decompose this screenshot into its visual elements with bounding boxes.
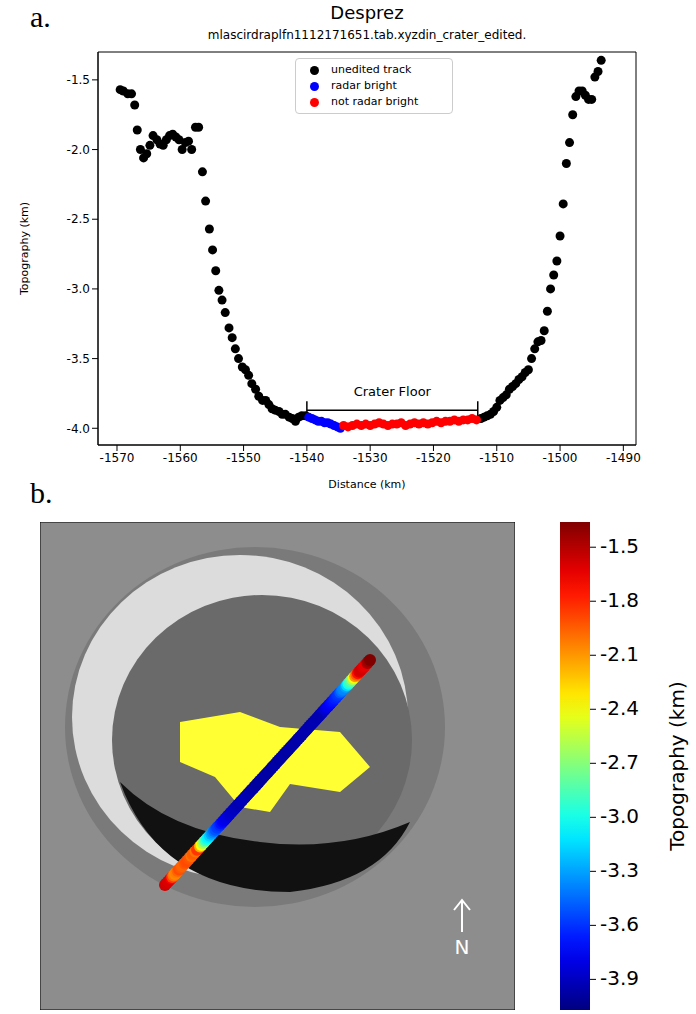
html-text:Desprez: Desprez — [330, 2, 404, 23]
html-text:radar bright: radar bright — [331, 79, 397, 92]
svg-text:Distance (km): Distance (km) — [328, 478, 405, 491]
svg-text:-2.0: -2.0 — [67, 143, 90, 157]
svg-text:-3.3: -3.3 — [600, 858, 639, 882]
svg-text:Crater Floor: Crater Floor — [354, 384, 432, 399]
svg-text:-3.0: -3.0 — [600, 804, 639, 828]
svg-text:-1.5: -1.5 — [67, 73, 90, 87]
svg-text:Topography (km): Topography (km) — [665, 681, 689, 851]
svg-text:-3.9: -3.9 — [600, 966, 639, 990]
svg-text:N: N — [455, 935, 470, 959]
svg-text:-3.0: -3.0 — [67, 282, 90, 296]
svg-text:-1530: -1530 — [353, 451, 388, 465]
svg-text:Topography (km): Topography (km) — [18, 202, 31, 296]
svg-text:-3.5: -3.5 — [67, 352, 90, 366]
svg-text:-1500: -1500 — [543, 451, 578, 465]
svg-text:-1570: -1570 — [100, 451, 135, 465]
svg-text:-2.7: -2.7 — [600, 750, 639, 774]
svg-text:-2.4: -2.4 — [600, 696, 639, 720]
svg-text:-2.5: -2.5 — [67, 212, 90, 226]
html-text:a.: a. — [30, 0, 51, 33]
svg-text:-4.0: -4.0 — [67, 422, 90, 436]
svg-text:-1560: -1560 — [163, 451, 198, 465]
html-text:unedited track: unedited track — [331, 63, 412, 76]
svg-text:-1540: -1540 — [289, 451, 324, 465]
html-text:mlascirdraplfn1112171651.tab.x: mlascirdraplfn1112171651.tab.xyzdin_crat… — [207, 28, 527, 42]
html-text:not radar bright: not radar bright — [331, 95, 419, 108]
svg-text:-1550: -1550 — [226, 451, 261, 465]
svg-text:-1510: -1510 — [479, 451, 514, 465]
svg-text:-3.6: -3.6 — [600, 912, 639, 936]
svg-text:-1490: -1490 — [606, 451, 641, 465]
html-text:b.: b. — [30, 476, 53, 509]
svg-text:-1520: -1520 — [416, 451, 451, 465]
svg-text:-1.8: -1.8 — [600, 588, 639, 612]
svg-text:-2.1: -2.1 — [600, 642, 639, 666]
svg-text:-1.5: -1.5 — [600, 534, 639, 558]
